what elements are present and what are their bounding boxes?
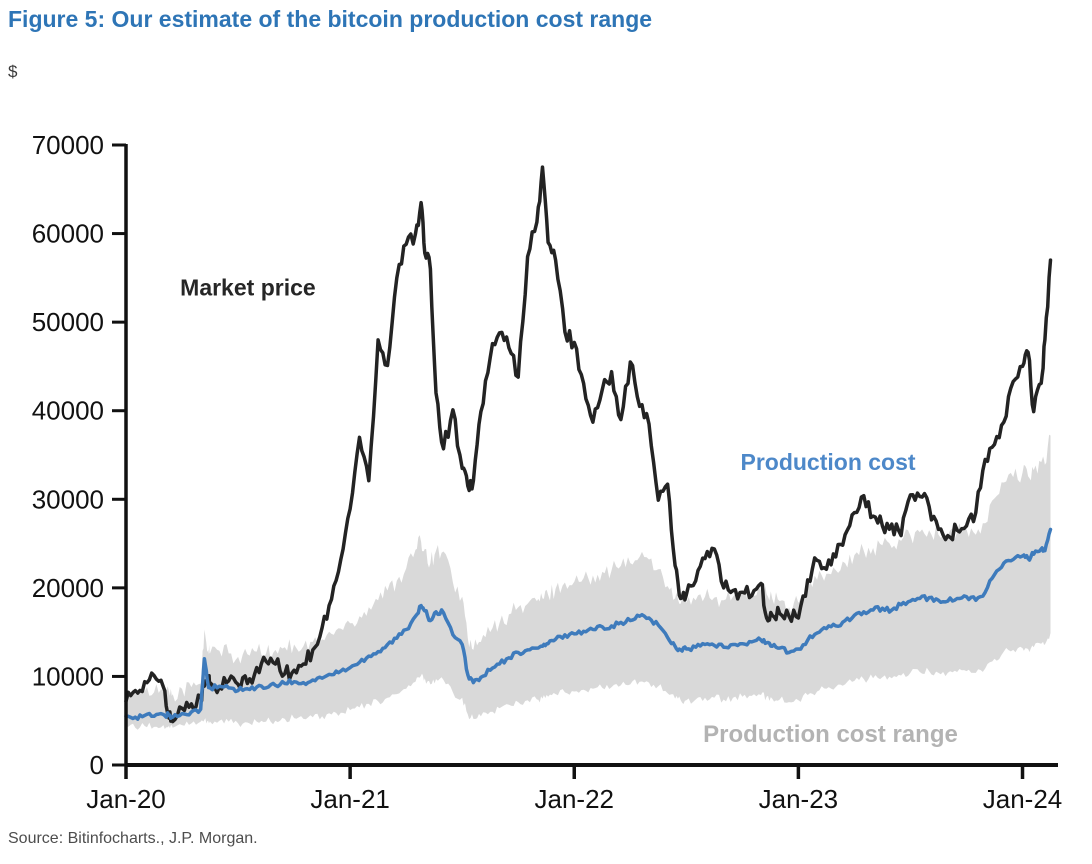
y-tick-label: 70000 (32, 130, 104, 160)
production-cost-range-label: Production cost range (703, 721, 958, 748)
tick-labels: 0 10000 20000 30000 40000 50000 60000 70000 Jan-… (32, 130, 1063, 814)
market-price-line (124, 165, 1053, 724)
y-tick-label: 30000 (32, 484, 104, 514)
axes (112, 143, 1058, 779)
production-cost-label: Production cost (740, 449, 915, 475)
y-tick-label: 10000 (32, 661, 104, 691)
market-price-label: Market price (180, 275, 316, 301)
x-tick-label: Jan-22 (535, 784, 615, 814)
x-tick-label: Jan-20 (86, 784, 166, 814)
series-annotations: Market price Production cost Production co… (180, 275, 958, 748)
y-tick-label: 60000 (32, 219, 104, 249)
x-tick-label: Jan-24 (983, 784, 1062, 814)
x-tick-label: Jan-21 (310, 784, 390, 814)
production-cost-line (124, 527, 1053, 721)
x-tick-label: Jan-23 (759, 784, 839, 814)
y-axis-unit-label: $ (8, 62, 18, 81)
y-tick-label: 0 (90, 750, 104, 780)
source-note: Source: Bitinfocharts., J.P. Morgan. (8, 830, 258, 847)
y-tick-label: 50000 (32, 307, 104, 337)
production-cost-range-band (126, 434, 1051, 730)
y-tick-label: 20000 (32, 573, 104, 603)
y-tick-label: 40000 (32, 396, 104, 426)
figure-title: Figure 5: Our estimate of the bitcoin pr… (8, 6, 653, 32)
